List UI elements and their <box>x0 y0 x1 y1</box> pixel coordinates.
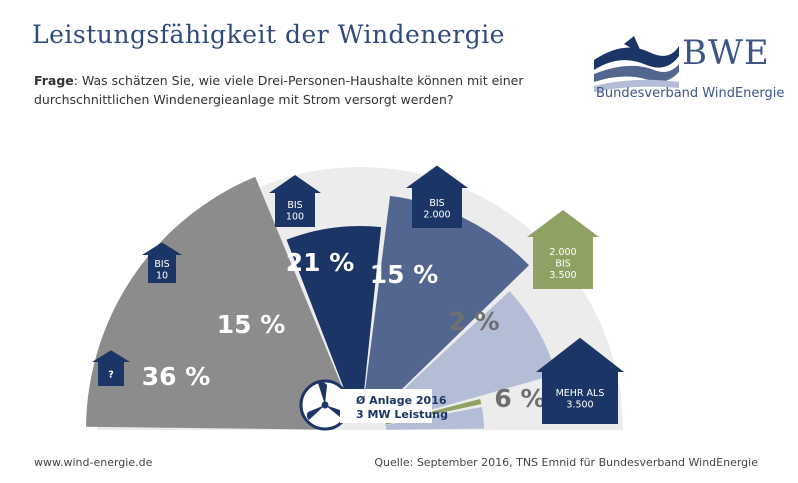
value-label: 21 % <box>286 248 355 277</box>
value-label: 6 % <box>494 384 545 413</box>
center-line-2: 3 MW Leistung <box>356 408 448 421</box>
category-label: BIS <box>555 259 570 270</box>
footer-website: www.wind-energie.de <box>34 456 153 469</box>
category-label: 3.500 <box>549 270 576 281</box>
category-label: 2.000 <box>549 247 576 258</box>
category-label: BIS <box>154 259 169 270</box>
category-label: 100 <box>286 211 304 222</box>
pie-slice <box>86 176 351 430</box>
center-badge: Ø Anlage 2016 3 MW Leistung <box>299 379 448 431</box>
category-arrow: ? <box>92 350 130 386</box>
pie-slice <box>363 195 529 412</box>
category-label: 10 <box>156 270 168 281</box>
value-label: 15 % <box>217 310 286 339</box>
value-label: 36 % <box>142 362 211 391</box>
bwe-logo-mark <box>594 36 679 92</box>
category-label: ? <box>108 370 114 381</box>
logo-name: BWE <box>682 33 770 73</box>
center-line-1: Ø Anlage 2016 <box>356 394 447 407</box>
category-label: BIS <box>287 200 302 211</box>
value-label: 2 % <box>448 307 499 336</box>
category-label: 3.500 <box>566 399 593 410</box>
value-label: 15 % <box>370 260 439 289</box>
question-text: Frage: Was schätzen Sie, wie viele Drei-… <box>34 71 554 109</box>
question-body: : Was schätzen Sie, wie viele Drei-Perso… <box>34 73 524 107</box>
pie-slice <box>385 407 484 430</box>
category-label: 2.000 <box>423 209 450 220</box>
page-title: Leistungsfähigkeit der Windenergie <box>32 20 505 49</box>
question-label: Frage <box>34 73 74 88</box>
value-labels-group: 36 %15 %21 % 15 %2 %6 % <box>142 248 546 413</box>
category-label: BIS <box>429 198 444 209</box>
pie-slice <box>286 225 382 406</box>
category-label: MEHR ALS <box>556 388 605 399</box>
logo-subtitle: Bundesverband WindEnergie <box>596 86 785 101</box>
footer-source: Quelle: September 2016, TNS Emnid für Bu… <box>374 456 758 469</box>
